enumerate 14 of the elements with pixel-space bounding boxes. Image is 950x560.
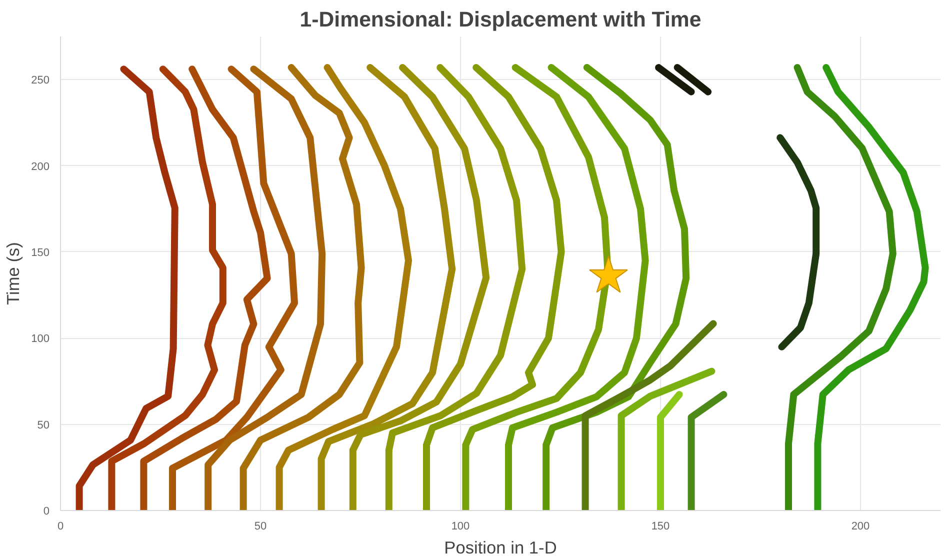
y-tick-label: 150 [31,246,50,259]
y-tick-label: 50 [37,419,50,432]
x-tick-label: 150 [651,520,670,532]
y-tick-label: 0 [43,506,50,518]
chart-title: 1-Dimensional: Displacement with Time [300,8,702,32]
x-tick-label: 200 [851,520,870,532]
y-tick-label: 100 [31,333,50,346]
y-axis-title: Time (s) [3,242,24,305]
y-tick-label: 200 [31,160,50,173]
x-tick-label: 50 [254,520,267,532]
x-axis-title: Position in 1-D [444,538,557,558]
y-tick-label: 250 [31,74,50,87]
x-tick-label: 0 [57,520,64,532]
x-tick-label: 100 [451,520,470,532]
